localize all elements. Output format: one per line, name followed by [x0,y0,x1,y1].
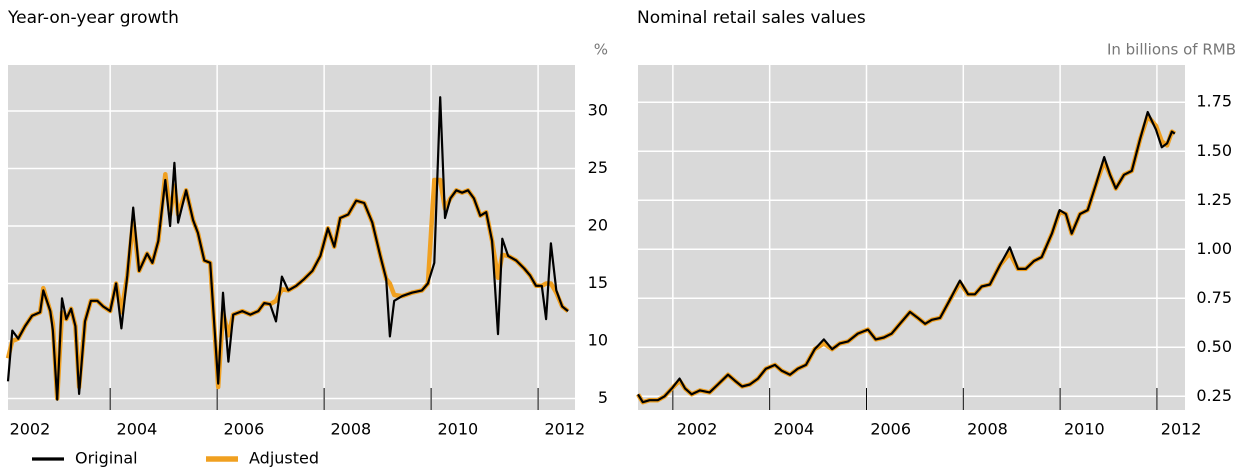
y-tick-label: 1.50 [1196,141,1232,160]
y-tick-label: 0.75 [1196,288,1232,307]
y-tick-label: 20 [588,216,608,235]
y-tick-label: 1.00 [1196,239,1232,258]
x-tick-label: 2006 [224,420,265,439]
y-tick-label: 25 [588,158,608,177]
legend-label: Adjusted [249,449,319,468]
plot-area [8,65,575,410]
chart-title: Nominal retail sales values [637,8,866,28]
x-tick-label: 2012 [544,420,585,439]
axis-unit: % [594,41,608,59]
y-tick-label: 1.75 [1196,92,1232,111]
x-tick-label: 2002 [10,420,51,439]
x-tick-label: 2010 [437,420,478,439]
y-tick-label: 30 [588,101,608,120]
series-line [637,110,1176,404]
x-tick-label: 2004 [774,420,815,439]
x-tick-label: 2006 [870,420,911,439]
y-tick-label: 10 [588,331,608,350]
x-tick-label: 2008 [967,420,1008,439]
y-tick-label: 0.50 [1196,337,1232,356]
series-line [6,96,569,401]
axis-unit: In billions of RMB [1107,41,1236,59]
x-tick-label: 2010 [1064,420,1105,439]
y-tick-label: 15 [588,273,608,292]
legend-label: Original [75,449,138,468]
y-tick-label: 0.25 [1196,386,1232,405]
x-tick-label: 2008 [331,420,372,439]
x-tick-label: 2004 [117,420,158,439]
x-tick-label: 2012 [1161,420,1202,439]
plot-area [638,65,1185,410]
x-tick-label: 2002 [677,420,718,439]
chart-title: Year-on-year growth [7,8,179,28]
y-tick-label: 5 [598,388,608,407]
y-tick-label: 1.25 [1196,190,1232,209]
